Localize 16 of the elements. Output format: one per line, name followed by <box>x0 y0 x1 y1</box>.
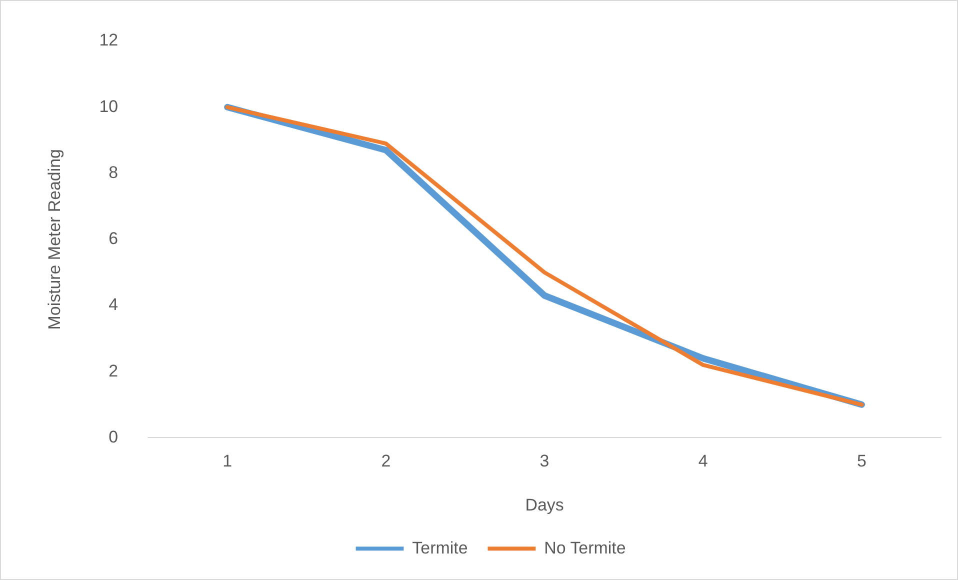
y-tick-label: 8 <box>108 162 118 182</box>
y-tick-label: 4 <box>108 295 118 314</box>
y-tick-label: 10 <box>99 96 118 116</box>
x-tick-label: 1 <box>222 451 232 470</box>
y-tick-label: 0 <box>108 427 118 446</box>
y-tick-label: 12 <box>99 30 118 50</box>
x-tick-label: 3 <box>540 451 550 470</box>
legend-label: No Termite <box>544 538 626 558</box>
x-tick-label: 2 <box>381 451 391 470</box>
y-axis-title: Moisture Meter Reading <box>44 149 64 330</box>
y-tick-label: 6 <box>108 229 118 248</box>
legend-label: Termite <box>412 538 468 558</box>
y-tick-label: 2 <box>108 361 118 380</box>
x-tick-label: 4 <box>698 451 708 470</box>
x-tick-label: 5 <box>857 451 866 470</box>
x-axis-title: Days <box>525 496 564 515</box>
